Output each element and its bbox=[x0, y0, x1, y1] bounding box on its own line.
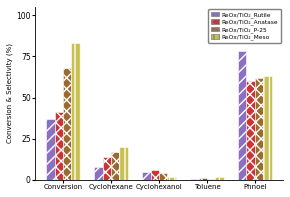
Bar bbox=[255, 78, 263, 180]
Bar bbox=[159, 173, 167, 180]
Bar bbox=[142, 172, 151, 180]
Bar bbox=[119, 147, 128, 180]
Bar bbox=[71, 43, 80, 180]
Bar bbox=[263, 76, 272, 180]
Bar bbox=[111, 152, 119, 180]
Y-axis label: Conversion & Selectivity (%): Conversion & Selectivity (%) bbox=[7, 43, 13, 143]
Legend: ReOx/TiO₂_Rutile, ReOx/TiO₂_Anatase, ReOx/TiO₂_P-25, ReOx/TiO₂_Meso: ReOx/TiO₂_Rutile, ReOx/TiO₂_Anatase, ReO… bbox=[208, 9, 281, 43]
Bar bbox=[94, 167, 103, 180]
Bar bbox=[103, 157, 111, 180]
Bar bbox=[207, 179, 215, 180]
Bar bbox=[215, 177, 224, 180]
Bar bbox=[190, 179, 199, 180]
Bar bbox=[199, 178, 207, 180]
Bar bbox=[63, 68, 71, 180]
Bar bbox=[46, 119, 55, 180]
Bar bbox=[238, 51, 246, 180]
Bar bbox=[246, 81, 255, 180]
Bar bbox=[167, 177, 176, 180]
Bar bbox=[151, 170, 159, 180]
Bar bbox=[55, 112, 63, 180]
